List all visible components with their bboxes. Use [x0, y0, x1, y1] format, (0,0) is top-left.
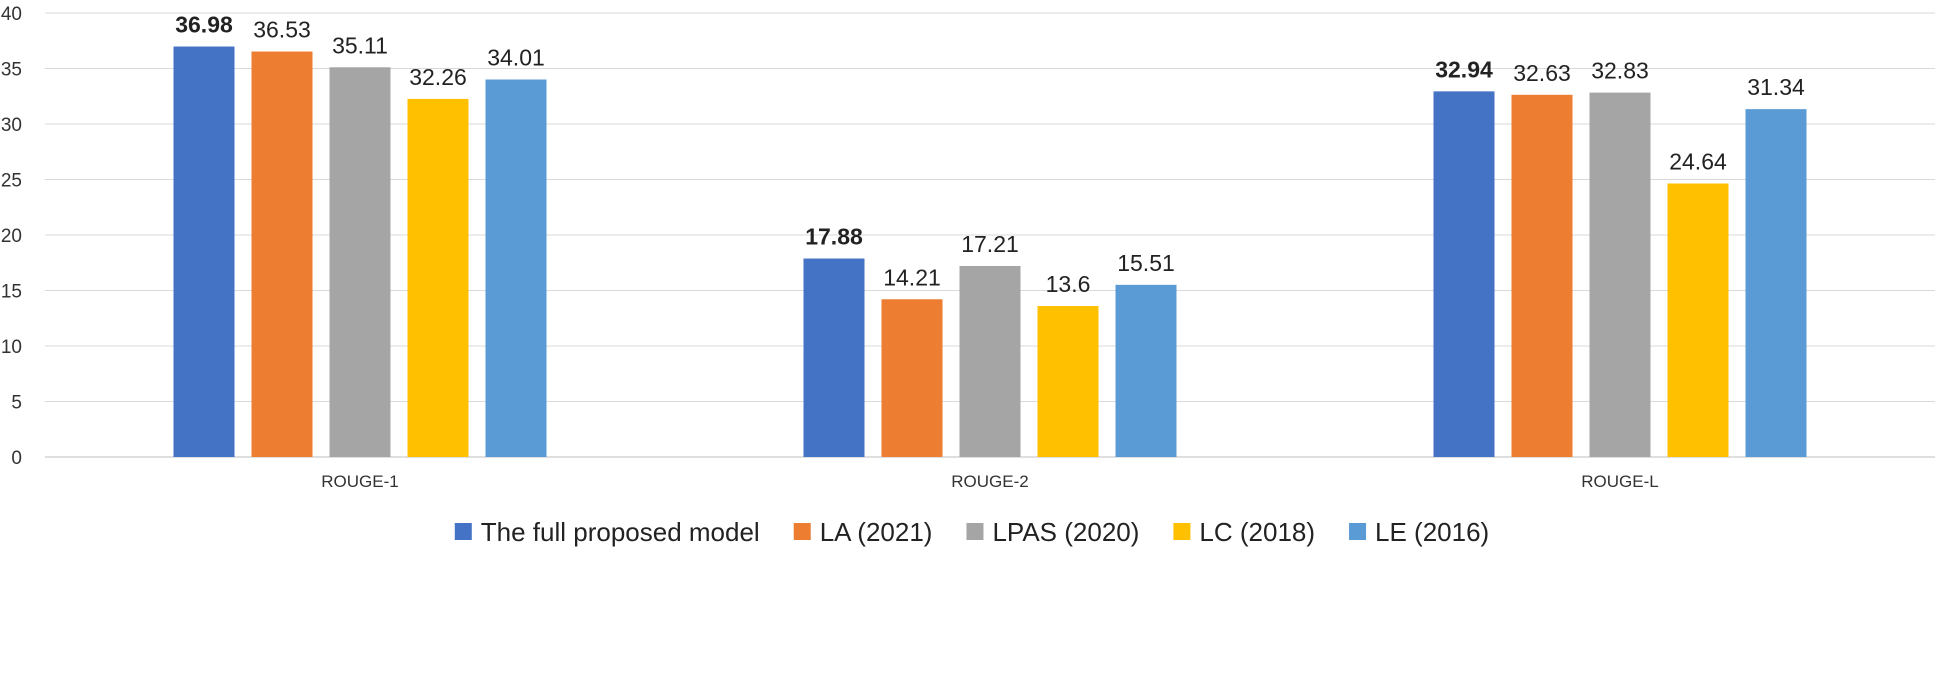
legend-swatch [1349, 523, 1367, 540]
x-category-label: ROUGE-L [1581, 472, 1658, 491]
bar [1667, 183, 1729, 457]
data-label: 15.51 [1117, 250, 1175, 276]
y-tick-label: 20 [1, 226, 22, 247]
legend-swatch [966, 523, 984, 540]
legend-label: LA (2021) [820, 517, 933, 547]
legend-item: LC (2018) [1173, 517, 1315, 547]
y-tick-label: 35 [1, 60, 22, 81]
y-tick-label: 25 [1, 171, 22, 192]
bars [173, 46, 1807, 458]
data-label: 13.6 [1046, 271, 1091, 297]
data-label: 17.21 [961, 231, 1019, 257]
data-label: 32.26 [409, 64, 467, 90]
bar [1115, 284, 1177, 457]
legend-item: LPAS (2020) [966, 517, 1139, 547]
bar [1037, 306, 1099, 457]
bar [1433, 91, 1495, 457]
legend-label: The full proposed model [481, 517, 760, 547]
legend-item: LE (2016) [1349, 517, 1489, 547]
bar [329, 67, 391, 458]
legend-label: LE (2016) [1375, 517, 1489, 547]
legend-swatch [793, 523, 811, 540]
legend-label: LPAS (2020) [992, 517, 1139, 547]
bar [803, 258, 865, 457]
legend: The full proposed model LA (2021) LPAS (20… [454, 517, 1489, 547]
data-label: 32.63 [1513, 60, 1571, 86]
data-label: 32.94 [1435, 56, 1493, 82]
bar [1745, 109, 1807, 457]
data-label: 14.21 [883, 264, 941, 290]
legend-item: LA (2021) [793, 517, 933, 547]
x-axis-categories: ROUGE-1 ROUGE-2 ROUGE-L [321, 472, 1658, 491]
bar [1511, 94, 1573, 457]
bar [959, 265, 1021, 457]
data-label: 32.83 [1591, 58, 1649, 84]
bar [251, 51, 313, 457]
bar [173, 46, 235, 457]
legend-label: LC (2018) [1199, 517, 1315, 547]
y-tick-label: 5 [11, 393, 22, 414]
y-tick-label: 10 [1, 337, 22, 358]
y-tick-label: 15 [1, 282, 22, 303]
y-tick-label: 0 [11, 448, 22, 469]
data-label: 36.53 [253, 17, 311, 43]
x-category-label: ROUGE-1 [321, 472, 398, 491]
data-label: 24.64 [1669, 148, 1727, 174]
bar [407, 98, 469, 457]
legend-swatch [1173, 523, 1191, 540]
data-label: 34.01 [487, 44, 545, 70]
x-category-label: ROUGE-2 [951, 472, 1028, 491]
y-tick-label: 40 [1, 4, 22, 25]
y-axis-ticks: 0 5 10 15 20 25 30 35 40 [1, 4, 22, 469]
data-label: 36.98 [175, 12, 233, 38]
legend-swatch [454, 523, 472, 540]
bar [881, 299, 943, 457]
data-label: 31.34 [1747, 74, 1805, 100]
data-labels: 36.98 36.53 35.11 32.26 34.01 17.88 14.21 17.21… [175, 12, 1805, 298]
y-tick-label: 30 [1, 115, 22, 136]
bar [1589, 92, 1651, 457]
legend-item: The full proposed model [454, 517, 760, 547]
data-label: 17.88 [805, 224, 863, 250]
bar [485, 79, 547, 457]
data-label: 35.11 [332, 32, 388, 58]
